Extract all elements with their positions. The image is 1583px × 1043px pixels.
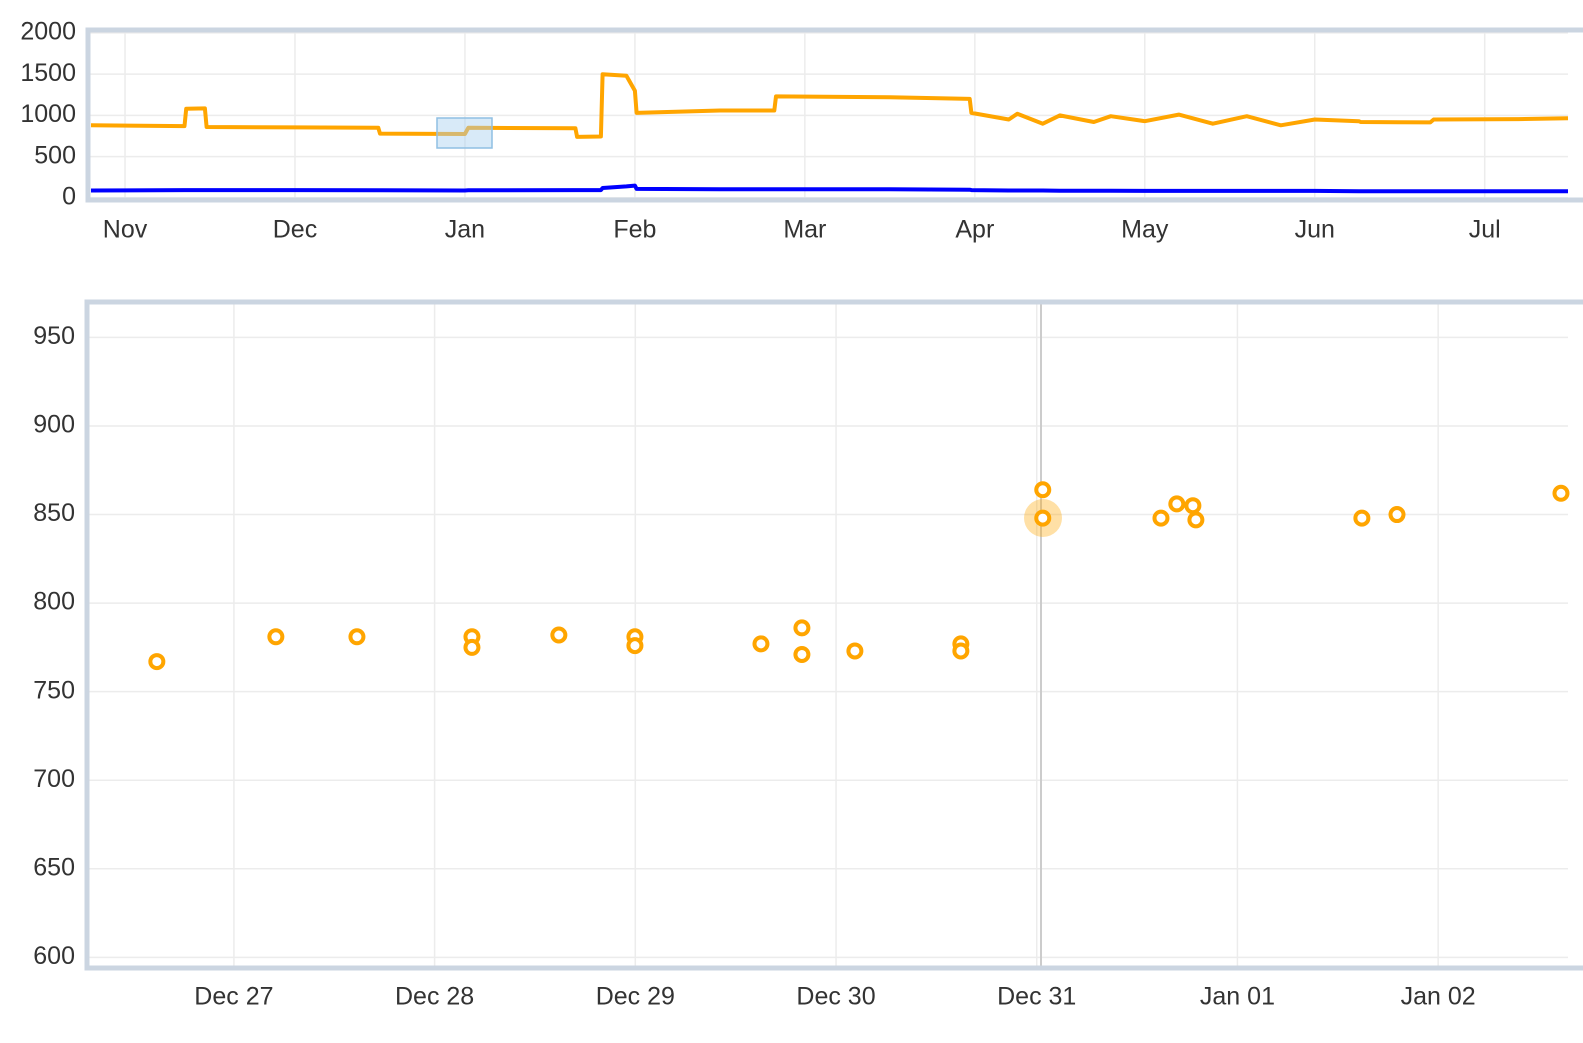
y-tick-label: 0 — [62, 183, 76, 211]
x-tick-label: Jan 02 — [1401, 983, 1476, 1011]
scatter-point — [793, 619, 811, 637]
x-tick-label: Dec 29 — [596, 983, 675, 1011]
y-tick-label: 600 — [33, 942, 75, 970]
scatter-point — [1168, 495, 1186, 513]
scatter-point — [1388, 506, 1406, 524]
x-tick-label: Dec — [273, 216, 317, 244]
scatter-point — [626, 637, 644, 655]
scatter-point — [1552, 484, 1570, 502]
overview-frame — [85, 27, 1583, 203]
detail-frame — [84, 299, 1583, 971]
grid-layer — [88, 30, 1568, 968]
scatter-point — [1184, 497, 1202, 515]
x-tick-label: Dec 31 — [997, 983, 1076, 1011]
y-tick-label: 650 — [33, 853, 75, 881]
y-tick-label: 1500 — [20, 59, 76, 87]
x-tick-label: Apr — [955, 216, 994, 244]
y-tick-label: 750 — [33, 676, 75, 704]
x-tick-label: Feb — [613, 216, 656, 244]
scatter-point — [348, 628, 366, 646]
scatter-point — [148, 653, 166, 671]
scatter-point — [1034, 481, 1052, 499]
y-tick-label: 800 — [33, 588, 75, 616]
series-line — [90, 183, 1568, 194]
scatter-point — [1034, 509, 1052, 527]
scatter-point — [952, 642, 970, 660]
labels-layer: 0 500 1000 1500 2000 Nov Dec Jan Feb Mar Apr May Jun… — [20, 17, 1500, 1010]
navigator-window[interactable] — [436, 117, 493, 149]
scatter-point — [846, 642, 864, 660]
y-tick-label: 1000 — [20, 100, 76, 128]
scatter-point — [752, 635, 770, 653]
scatter-point — [1152, 509, 1170, 527]
y-tick-label: 500 — [34, 141, 76, 169]
y-tick-label: 700 — [33, 765, 75, 793]
scatter-point — [1353, 509, 1371, 527]
x-tick-label: Jul — [1469, 216, 1501, 244]
x-tick-label: May — [1121, 216, 1169, 244]
y-tick-label: 950 — [33, 322, 75, 350]
x-tick-label: Jan — [445, 216, 485, 244]
series-line — [90, 72, 1569, 139]
x-tick-label: Dec 28 — [395, 983, 474, 1011]
y-tick-label: 900 — [33, 411, 75, 439]
y-tick-label: 2000 — [20, 17, 76, 45]
x-tick-label: Dec 27 — [194, 983, 273, 1011]
x-tick-label: Nov — [103, 216, 148, 244]
scatter-point — [1187, 511, 1205, 529]
y-tick-label: 850 — [33, 499, 75, 527]
scatter-point — [463, 638, 481, 656]
marks-layer — [90, 72, 1570, 671]
scatter-point — [267, 628, 285, 646]
x-tick-label: Jan 01 — [1200, 983, 1275, 1011]
scatter-point — [793, 645, 811, 663]
x-tick-label: Jun — [1295, 216, 1335, 244]
x-tick-label: Mar — [783, 216, 826, 244]
x-tick-label: Dec 30 — [796, 983, 875, 1011]
scatter-point — [550, 626, 568, 644]
